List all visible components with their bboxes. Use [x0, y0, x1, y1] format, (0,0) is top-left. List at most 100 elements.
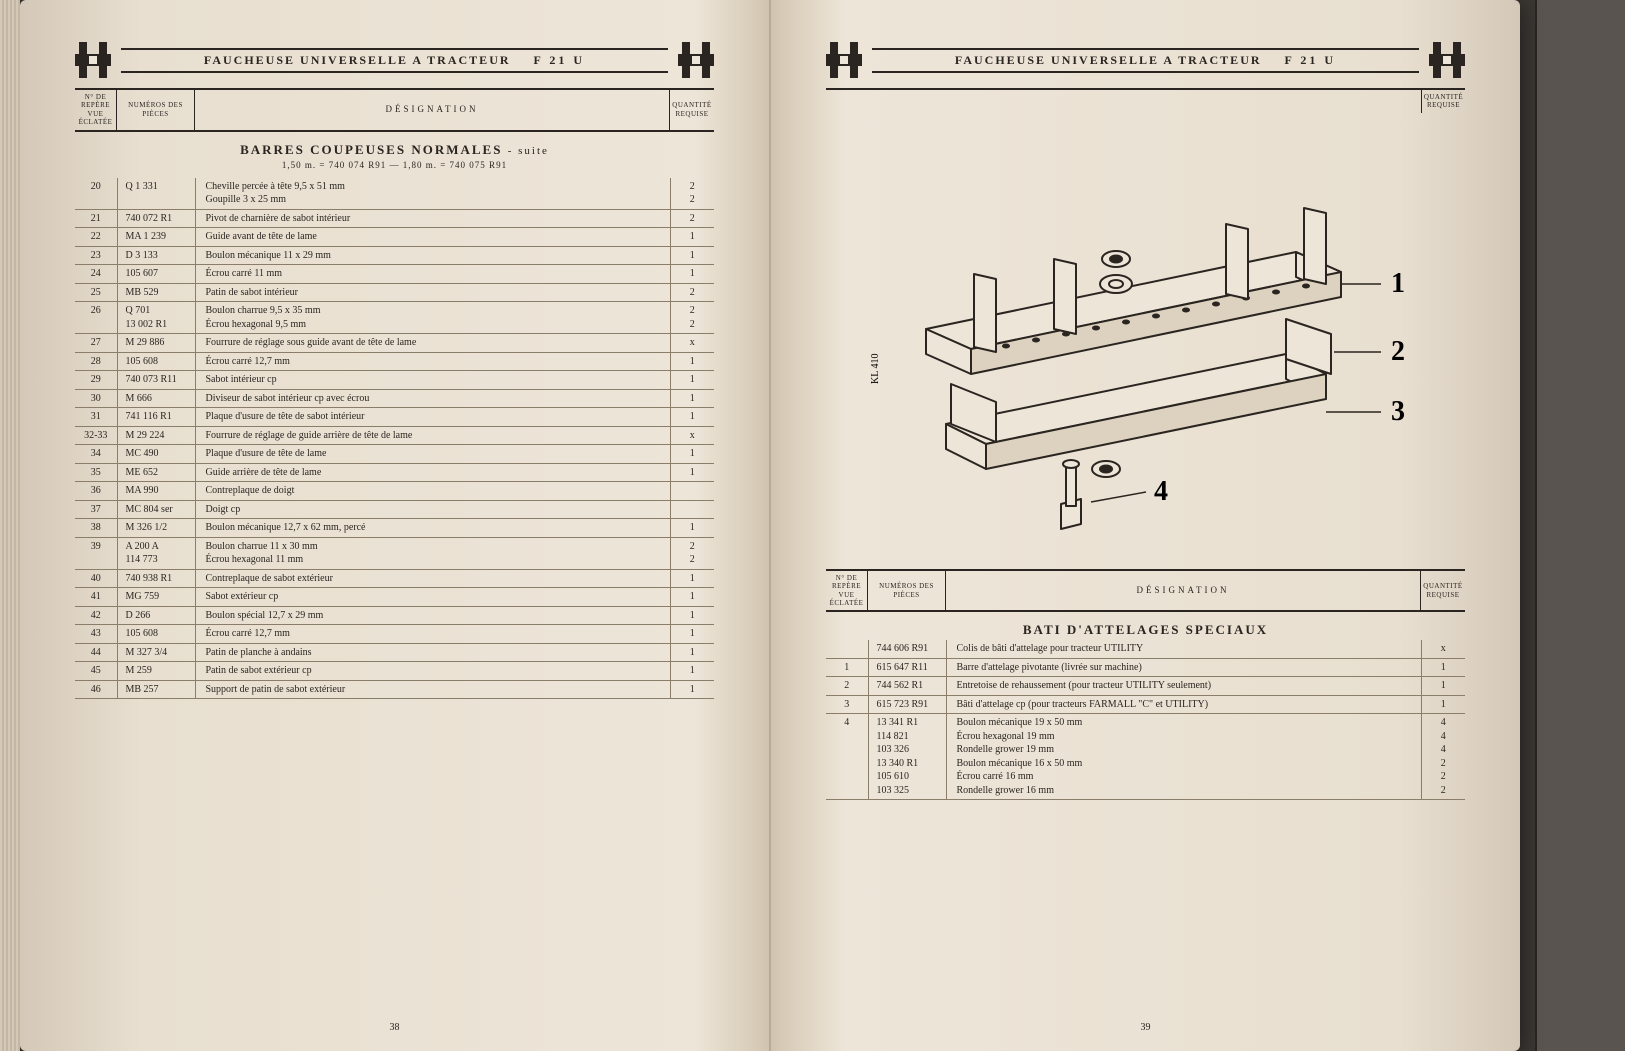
cell-ref: 3: [826, 695, 868, 714]
column-headers: N° DE REPÈRE VUE ÉCLATÉE NUMÉROS DES PIÈ…: [75, 88, 714, 132]
cell-num: MG 759: [117, 588, 195, 607]
cell-num: M 259: [117, 662, 195, 681]
exploded-diagram: 1 2 3 4 KL 410: [826, 119, 1465, 559]
cell-ref: 42: [75, 606, 117, 625]
cell-ref: 43: [75, 625, 117, 644]
cell-ref: 39: [75, 537, 117, 569]
cell-qty: 1: [670, 519, 714, 538]
cell-ref: 28: [75, 352, 117, 371]
cell-des: Boulon spécial 12,7 x 29 mm: [195, 606, 670, 625]
section-title: BARRES COUPEUSES NORMALES - suite: [75, 142, 714, 158]
cell-qty: [670, 482, 714, 501]
cell-num: 615 723 R91: [868, 695, 946, 714]
cell-des: Boulon charrue 9,5 x 35 mm Écrou hexagon…: [195, 302, 670, 334]
table-row: 744 606 R91Colis de bâti d'attelage pour…: [826, 640, 1465, 658]
table-row: 3615 723 R91Bâti d'attelage cp (pour tra…: [826, 695, 1465, 714]
cell-ref: 21: [75, 209, 117, 228]
ih-logo-icon: [1429, 40, 1465, 80]
cell-ref: 44: [75, 643, 117, 662]
table-row: 26Q 701 13 002 R1Boulon charrue 9,5 x 35…: [75, 302, 714, 334]
cell-des: Diviseur de sabot intérieur cp avec écro…: [195, 389, 670, 408]
title-text: FAUCHEUSE UNIVERSELLE A TRACTEUR: [204, 53, 511, 67]
cell-qty: 1: [670, 445, 714, 464]
cell-qty: x: [1421, 640, 1465, 658]
section-suite: - suite: [508, 145, 549, 157]
cell-num: 105 608: [117, 625, 195, 644]
table-row: 37MC 804 serDoigt cp: [75, 500, 714, 519]
callout-3: 3: [1391, 396, 1405, 427]
cell-ref: 1: [826, 658, 868, 677]
table-row: 43105 608Écrou carré 12,7 mm1: [75, 625, 714, 644]
table-row: 34MC 490Plaque d'usure de tête de lame1: [75, 445, 714, 464]
col-header-des: DÉSIGNATION: [946, 571, 1421, 611]
cell-des: Pivot de charnière de sabot intérieur: [195, 209, 670, 228]
callout-4: 4: [1154, 476, 1168, 507]
cell-qty: 1: [670, 588, 714, 607]
cell-num: M 666: [117, 389, 195, 408]
cell-num: 740 073 R11: [117, 371, 195, 390]
cell-des: Support de patin de sabot extérieur: [195, 680, 670, 699]
ih-logo-icon: [826, 40, 862, 80]
cell-qty: 2 2: [670, 302, 714, 334]
cell-qty: 1: [670, 246, 714, 265]
cell-qty: 1: [1421, 695, 1465, 714]
column-headers: N° DE REPÈRE VUE ÉCLATÉE NUMÉROS DES PIÈ…: [826, 569, 1465, 613]
ih-logo-icon: [678, 40, 714, 80]
cell-num: 105 607: [117, 265, 195, 284]
cell-qty: 1: [670, 662, 714, 681]
cell-qty: x: [670, 426, 714, 445]
table-row: 23D 3 133Boulon mécanique 11 x 29 mm1: [75, 246, 714, 265]
hitch-frame-diagram: 1 2 3 4 KL 410: [856, 124, 1436, 554]
cell-des: Contreplaque de doigt: [195, 482, 670, 501]
section-title: BATI D'ATTELAGES SPECIAUX: [826, 622, 1465, 638]
cell-num: MB 257: [117, 680, 195, 699]
page-left: FAUCHEUSE UNIVERSELLE A TRACTEUR F 21 U …: [20, 0, 770, 1051]
col-header-qty: QUANTITÉ REQUISE: [670, 90, 714, 130]
table-row: 35ME 652Guide arrière de tête de lame1: [75, 463, 714, 482]
cell-des: Sabot intérieur cp: [195, 371, 670, 390]
cell-num: Q 701 13 002 R1: [117, 302, 195, 334]
page-header: FAUCHEUSE UNIVERSELLE A TRACTEUR F 21 U: [826, 40, 1465, 80]
cell-num: 740 072 R1: [117, 209, 195, 228]
cell-des: Sabot extérieur cp: [195, 588, 670, 607]
cell-qty: 4 4 4 2 2 2: [1421, 714, 1465, 800]
cell-qty: 1: [670, 389, 714, 408]
col-header-num: NUMÉROS DES PIÈCES: [117, 90, 195, 130]
cell-des: Colis de bâti d'attelage pour tracteur U…: [946, 640, 1421, 658]
cell-qty: x: [670, 334, 714, 353]
col-header-num: NUMÉROS DES PIÈCES: [868, 571, 946, 611]
cell-qty: 1: [670, 463, 714, 482]
cell-ref: 2: [826, 677, 868, 696]
table-row: 20Q 1 331Cheville percée à tête 9,5 x 51…: [75, 178, 714, 210]
cell-ref: 34: [75, 445, 117, 464]
model-code: F 21 U: [534, 53, 586, 67]
cell-ref: 25: [75, 283, 117, 302]
cell-qty: 2 2: [670, 178, 714, 210]
cell-ref: 46: [75, 680, 117, 699]
cell-des: Plaque d'usure de tête de sabot intérieu…: [195, 408, 670, 427]
cell-ref: 24: [75, 265, 117, 284]
cell-num: D 3 133: [117, 246, 195, 265]
cell-qty: 1: [1421, 658, 1465, 677]
document-title: FAUCHEUSE UNIVERSELLE A TRACTEUR F 21 U: [121, 48, 668, 73]
cell-des: Boulon mécanique 11 x 29 mm: [195, 246, 670, 265]
table-row: 44M 327 3/4Patin de planche à andains1: [75, 643, 714, 662]
cell-ref: 32-33: [75, 426, 117, 445]
cell-num: ME 652: [117, 463, 195, 482]
page-header: FAUCHEUSE UNIVERSELLE A TRACTEUR F 21 U: [75, 40, 714, 80]
cell-ref: 27: [75, 334, 117, 353]
cell-des: Écrou carré 11 mm: [195, 265, 670, 284]
cell-des: Patin de planche à andains: [195, 643, 670, 662]
cell-qty: 1: [670, 371, 714, 390]
cell-ref: 37: [75, 500, 117, 519]
cell-ref: 30: [75, 389, 117, 408]
table-row: 45M 259Patin de sabot extérieur cp1: [75, 662, 714, 681]
page-number: 39: [771, 1022, 1520, 1033]
cell-num: 615 647 R11: [868, 658, 946, 677]
table-row: 36MA 990Contreplaque de doigt: [75, 482, 714, 501]
callout-2: 2: [1391, 336, 1405, 367]
cell-qty: 1: [670, 352, 714, 371]
col-header-qty: QUANTITÉ REQUISE: [1421, 90, 1465, 113]
cell-num: 740 938 R1: [117, 569, 195, 588]
ih-logo-icon: [75, 40, 111, 80]
